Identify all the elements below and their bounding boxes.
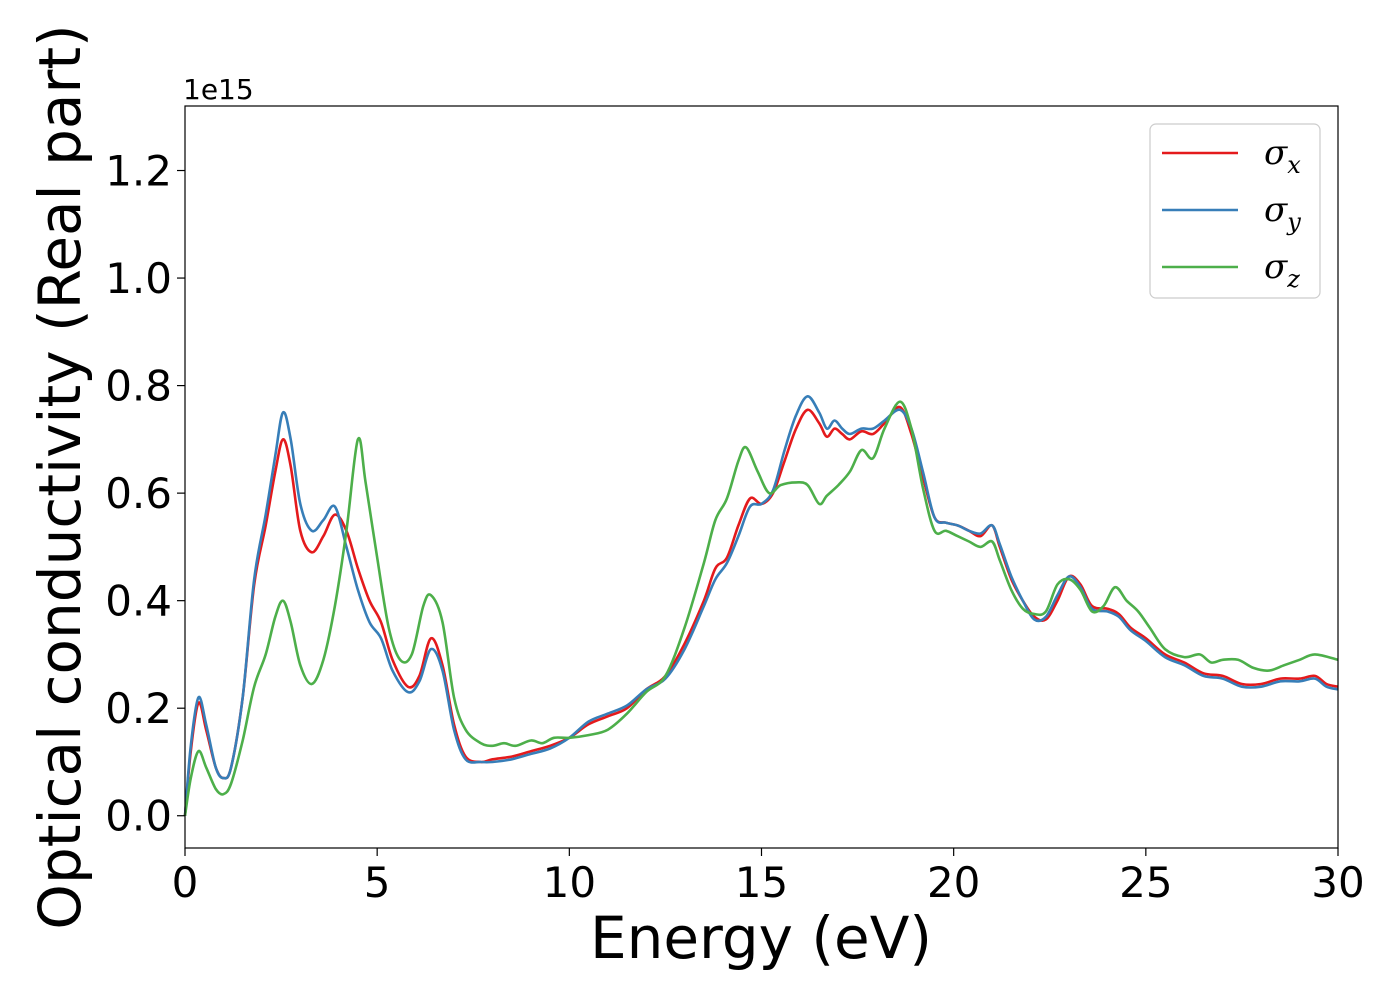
- x-tick-label: 15: [735, 858, 788, 907]
- x-axis: 0 5 10 15 20 25 30: [172, 848, 1365, 907]
- y-tick-label: 0.2: [105, 684, 172, 733]
- series-line-x: [183, 405, 1339, 816]
- y-axis-label: Optical conductivity (Real part): [26, 24, 94, 929]
- x-tick-label: 10: [543, 858, 596, 907]
- y-tick-label: 1.0: [105, 254, 172, 303]
- x-tick-label: 30: [1311, 858, 1364, 907]
- y-offset-label: 1e15: [183, 73, 254, 106]
- y-tick-label: 1.2: [105, 147, 172, 196]
- x-tick-label: 5: [364, 858, 391, 907]
- y-axis: 0.0 0.2 0.4 0.6 0.8 1.0 1.2: [105, 147, 185, 841]
- x-axis-label: Energy (eV): [590, 904, 932, 972]
- legend-label-x: σx: [1264, 133, 1301, 179]
- y-tick-label: 0.0: [105, 792, 172, 841]
- y-tick-label: 0.8: [105, 362, 172, 411]
- series-line-y: [183, 395, 1339, 816]
- legend-label-y: σy: [1264, 190, 1301, 236]
- y-tick-label: 0.6: [105, 469, 172, 518]
- series-lines: [183, 395, 1339, 816]
- series-line-z: [183, 400, 1339, 816]
- x-tick-label: 0: [172, 858, 199, 907]
- x-tick-label: 25: [1119, 858, 1172, 907]
- y-tick-label: 0.4: [105, 577, 172, 626]
- legend-label-z: σz: [1264, 247, 1300, 293]
- legend: σx σy σz: [1149, 123, 1321, 299]
- x-tick-label: 20: [927, 858, 980, 907]
